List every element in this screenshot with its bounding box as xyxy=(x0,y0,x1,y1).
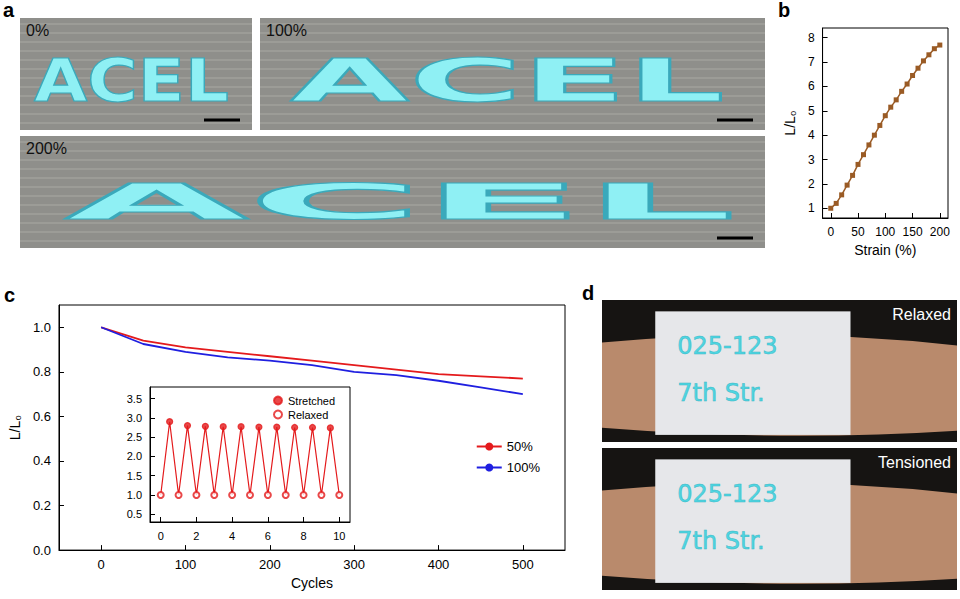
svg-text:1.0: 1.0 xyxy=(33,320,51,335)
svg-text:400: 400 xyxy=(428,557,450,572)
svg-text:10: 10 xyxy=(333,530,345,542)
svg-text:300: 300 xyxy=(343,557,365,572)
svg-text:100: 100 xyxy=(875,225,895,239)
svg-text:3: 3 xyxy=(808,153,815,167)
svg-text:7th Str.: 7th Str. xyxy=(677,379,764,407)
svg-text:100%: 100% xyxy=(266,22,307,39)
svg-text:1.0: 1.0 xyxy=(127,489,142,501)
svg-text:4: 4 xyxy=(808,128,815,142)
svg-text:7: 7 xyxy=(808,55,815,69)
svg-text:7th Str.: 7th Str. xyxy=(677,527,764,555)
svg-text:0: 0 xyxy=(98,557,105,572)
svg-text:2.5: 2.5 xyxy=(127,431,142,443)
html-text:b: b xyxy=(778,0,791,21)
svg-text:1.5: 1.5 xyxy=(127,470,142,482)
svg-text:100: 100 xyxy=(175,557,197,572)
svg-text:200: 200 xyxy=(930,225,950,239)
svg-text:025-123: 025-123 xyxy=(677,332,777,360)
svg-text:4: 4 xyxy=(229,530,235,542)
svg-text:ACEL: ACEL xyxy=(65,173,736,231)
svg-text:0.0: 0.0 xyxy=(33,543,51,558)
svg-text:0.4: 0.4 xyxy=(33,453,51,468)
svg-text:ACEL: ACEL xyxy=(290,47,724,115)
html-text:a: a xyxy=(3,0,15,21)
svg-text:6: 6 xyxy=(808,79,815,93)
svg-text:3.0: 3.0 xyxy=(127,412,142,424)
svg-text:025-123: 025-123 xyxy=(677,480,777,508)
svg-text:Cycles: Cycles xyxy=(291,575,333,591)
svg-text:0: 0 xyxy=(827,225,834,239)
svg-text:Strain (%): Strain (%) xyxy=(854,242,916,258)
svg-text:3.5: 3.5 xyxy=(127,393,142,405)
svg-text:0: 0 xyxy=(158,530,164,542)
svg-text:0%: 0% xyxy=(26,22,49,39)
svg-text:6: 6 xyxy=(265,530,271,542)
svg-text:500: 500 xyxy=(512,557,534,572)
html-text:d: d xyxy=(582,282,595,304)
svg-text:200: 200 xyxy=(259,557,281,572)
svg-text:0.2: 0.2 xyxy=(33,498,51,513)
svg-text:8: 8 xyxy=(301,530,307,542)
svg-text:50%: 50% xyxy=(507,439,533,454)
svg-text:2: 2 xyxy=(193,530,199,542)
svg-text:0.5: 0.5 xyxy=(127,508,142,520)
svg-text:5: 5 xyxy=(808,104,815,118)
svg-text:ACEL: ACEL xyxy=(34,47,229,115)
svg-text:Stretched: Stretched xyxy=(288,395,335,407)
svg-text:8: 8 xyxy=(808,31,815,45)
svg-text:L/L₀: L/L₀ xyxy=(7,415,23,440)
svg-text:1: 1 xyxy=(808,201,815,215)
svg-text:Tensioned: Tensioned xyxy=(878,454,951,471)
svg-text:0.8: 0.8 xyxy=(33,364,51,379)
svg-text:Relaxed: Relaxed xyxy=(892,306,951,323)
html-text:c: c xyxy=(4,284,16,306)
svg-text:2: 2 xyxy=(808,177,815,191)
svg-text:L/L₀: L/L₀ xyxy=(782,110,798,135)
svg-text:50: 50 xyxy=(851,225,865,239)
svg-text:150: 150 xyxy=(903,225,923,239)
svg-text:2.0: 2.0 xyxy=(127,450,142,462)
svg-text:200%: 200% xyxy=(26,140,67,157)
svg-text:Relaxed: Relaxed xyxy=(288,409,328,421)
svg-text:100%: 100% xyxy=(507,460,541,475)
svg-text:0.6: 0.6 xyxy=(33,409,51,424)
